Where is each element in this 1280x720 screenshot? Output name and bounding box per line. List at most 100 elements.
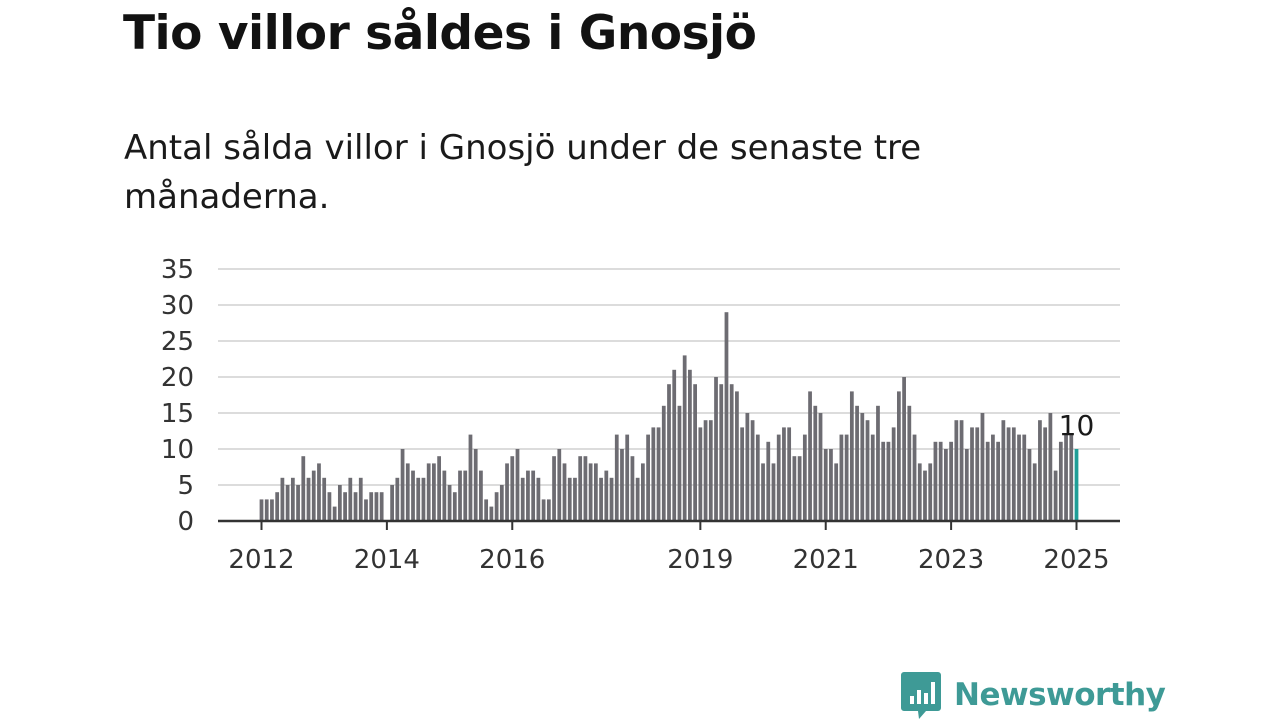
bar — [766, 441, 771, 521]
bar — [343, 492, 347, 521]
bar — [771, 463, 776, 521]
bar — [306, 477, 311, 521]
bar — [813, 405, 818, 521]
bar — [667, 384, 671, 521]
bar — [964, 449, 969, 521]
bar — [917, 463, 922, 521]
bar — [1022, 434, 1027, 521]
bar — [1048, 413, 1053, 521]
bar — [374, 492, 379, 521]
bar — [588, 463, 593, 521]
x-tick-label: 2025 — [1043, 545, 1109, 575]
bar — [818, 413, 823, 521]
bar — [510, 456, 515, 521]
bar — [975, 427, 980, 521]
bar — [426, 463, 431, 521]
bar — [802, 434, 807, 521]
bar — [531, 470, 536, 521]
bar — [369, 492, 374, 521]
bar — [860, 413, 865, 521]
y-tick-label: 15 — [161, 399, 194, 429]
bar — [358, 477, 363, 521]
bar — [447, 485, 452, 521]
bar — [886, 441, 891, 521]
bar — [750, 420, 755, 521]
newsworthy-logo: Newsworthy — [900, 670, 1166, 720]
bar — [573, 477, 577, 521]
bar — [526, 470, 530, 521]
bar — [400, 449, 405, 521]
bar — [682, 355, 687, 521]
bar — [980, 413, 985, 521]
bar — [296, 485, 300, 521]
brand-name: Newsworthy — [954, 677, 1166, 713]
bar — [1058, 441, 1063, 521]
bar — [849, 391, 854, 521]
bar — [353, 492, 358, 521]
y-axis-ticks: 0 5 10 15 20 25 30 35 — [161, 255, 194, 537]
y-tick-label: 10 — [161, 435, 194, 465]
bar — [484, 499, 489, 521]
bar — [1069, 434, 1074, 521]
bar — [311, 470, 316, 521]
bar — [708, 420, 713, 521]
bar — [536, 477, 541, 521]
bar — [437, 456, 442, 521]
bar — [546, 499, 551, 521]
bar — [896, 391, 901, 521]
bar — [1027, 449, 1032, 521]
bar — [583, 456, 588, 521]
bar — [593, 463, 598, 521]
bar — [656, 427, 661, 521]
annotation: 10 — [1059, 409, 1095, 442]
bar — [317, 463, 321, 521]
bar — [792, 456, 797, 521]
bar-chart-speech-bubble-icon — [901, 672, 941, 719]
bar — [641, 463, 645, 521]
chart-title: Tio villor såldes i Gnosjö — [123, 6, 757, 61]
bar — [761, 463, 765, 521]
y-tick-label: 30 — [161, 291, 194, 321]
bar — [458, 470, 462, 521]
bar — [379, 492, 384, 521]
bar — [390, 485, 394, 521]
bar — [416, 477, 421, 521]
bar — [275, 492, 280, 521]
bar — [405, 463, 410, 521]
bar — [290, 477, 295, 521]
bar — [881, 441, 886, 521]
bar — [959, 420, 964, 521]
bar — [672, 369, 677, 521]
bar — [327, 492, 332, 521]
bar — [604, 470, 609, 521]
bar — [839, 434, 844, 521]
bar — [808, 391, 812, 521]
bar — [432, 463, 436, 521]
bar — [923, 470, 927, 521]
bar — [729, 384, 734, 521]
bar — [991, 434, 995, 521]
bar — [907, 405, 912, 521]
x-tick-label: 2016 — [479, 545, 545, 575]
bar — [1064, 434, 1068, 521]
bar — [1053, 470, 1058, 521]
bar — [421, 477, 426, 521]
bar — [698, 427, 703, 521]
y-tick-label: 0 — [177, 507, 194, 537]
bar — [499, 485, 504, 521]
bar — [301, 456, 306, 521]
bar — [870, 434, 875, 521]
bar — [520, 477, 525, 521]
bar — [949, 441, 953, 521]
bar — [552, 456, 556, 521]
bar — [891, 427, 896, 521]
bar — [970, 427, 974, 521]
x-tick-label: 2019 — [667, 545, 733, 575]
bar — [902, 377, 906, 521]
y-tick-label: 25 — [161, 327, 194, 357]
bar — [395, 477, 400, 521]
bar — [557, 449, 562, 521]
bar — [614, 434, 619, 521]
bar — [630, 456, 635, 521]
